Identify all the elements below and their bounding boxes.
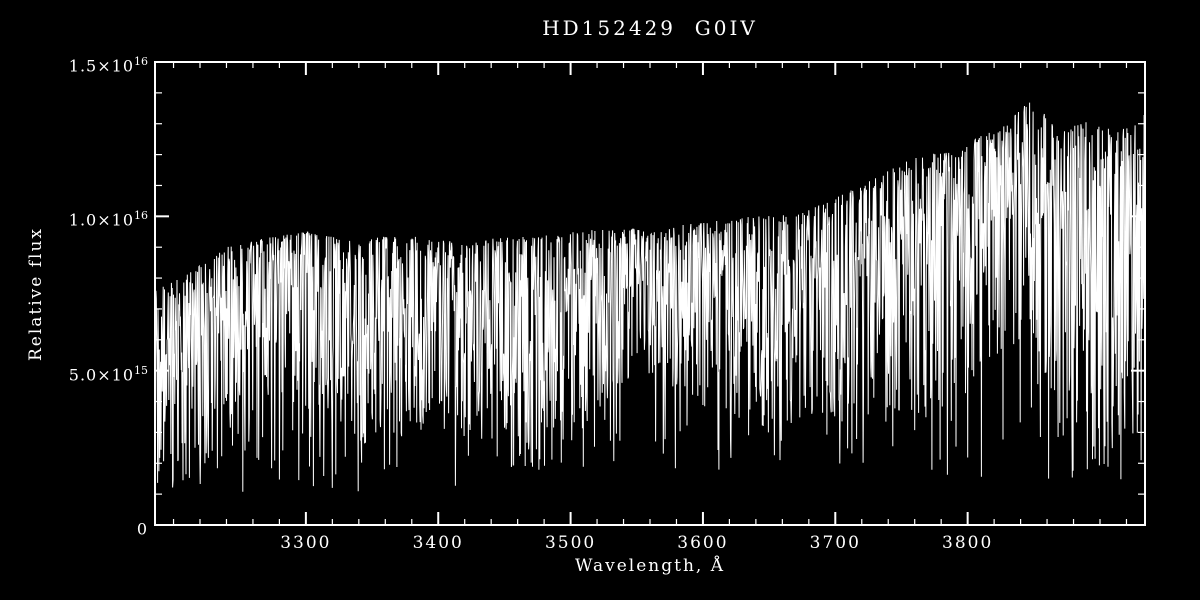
x-tick-label: 3400 bbox=[412, 533, 464, 553]
y-tick-label: 5.0×1015 bbox=[68, 363, 148, 384]
x-axis-label: Wavelength, Å bbox=[575, 556, 725, 576]
y-tick-label: 1.5×1016 bbox=[68, 55, 148, 76]
y-tick-label: 1.0×1016 bbox=[68, 209, 148, 230]
chart-title: HD152429 G0IV bbox=[542, 16, 758, 40]
x-tick-label: 3800 bbox=[942, 533, 994, 553]
x-tick-label: 3300 bbox=[280, 533, 332, 553]
x-tick-label: 3500 bbox=[544, 533, 597, 553]
x-tick-label: 3600 bbox=[677, 533, 729, 553]
spectrum-trace bbox=[155, 102, 1145, 492]
y-tick-label: 0 bbox=[136, 519, 148, 539]
x-tick-label: 3700 bbox=[809, 533, 861, 553]
y-axis-label: Relative flux bbox=[26, 226, 46, 362]
